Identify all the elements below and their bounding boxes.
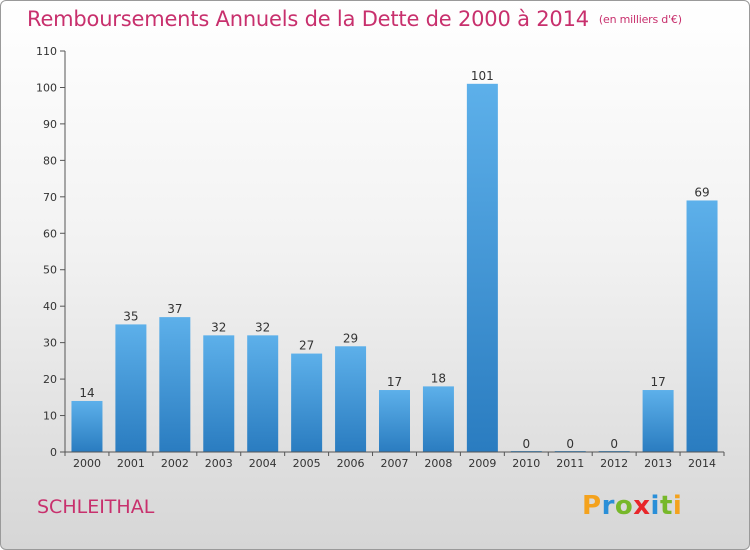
data-label: 18 (431, 371, 446, 385)
data-label: 17 (387, 375, 402, 389)
x-tick-label: 2007 (381, 457, 409, 470)
x-tick-label: 2001 (117, 457, 145, 470)
bar (335, 346, 367, 452)
y-tick-label: 100 (36, 81, 57, 94)
chart-title-text: Remboursements Annuels de la Dette de 20… (27, 7, 589, 31)
x-tick-label: 2004 (249, 457, 277, 470)
place-name: SCHLEITHAL (37, 496, 155, 518)
logo-letter: P (582, 491, 602, 521)
data-label: 69 (694, 185, 709, 199)
bar (466, 83, 498, 453)
logo-letter: t (659, 491, 673, 521)
bar (71, 400, 103, 452)
data-label: 27 (299, 339, 314, 353)
y-tick-label: 90 (43, 118, 57, 131)
proxiti-logo: Proxiti (582, 491, 682, 521)
logo-letter: i (672, 491, 683, 521)
y-tick-label: 50 (43, 264, 57, 277)
bar (686, 200, 718, 452)
logo-letter: x (633, 491, 651, 521)
y-tick-label: 70 (43, 191, 57, 204)
x-tick-label: 2003 (205, 457, 233, 470)
logo-letter: r (601, 491, 615, 521)
data-label: 101 (471, 69, 494, 83)
x-tick-label: 2011 (556, 457, 584, 470)
bar-series: 14 35 37 32 32 27 29 17 18 101 0 0 0 17 69 (71, 69, 718, 453)
data-label: 0 (610, 437, 618, 451)
bar (291, 353, 323, 452)
bar (379, 390, 410, 452)
y-axis: 0 10 20 30 40 50 60 70 80 90 100 110 (36, 45, 66, 459)
bar (159, 317, 191, 452)
data-label: 37 (167, 302, 182, 316)
chart-unit: (en milliers d'€) (598, 13, 682, 26)
y-tick-label: 20 (43, 373, 57, 386)
data-label: 17 (650, 375, 665, 389)
logo-letter: i (650, 491, 660, 521)
logo-letter: o (614, 491, 634, 521)
x-tick-label: 2012 (600, 457, 628, 470)
data-label: 14 (79, 386, 94, 400)
data-label: 35 (123, 309, 138, 323)
data-label: 32 (211, 320, 226, 334)
y-tick-label: 30 (43, 337, 57, 350)
bar (642, 390, 674, 452)
y-tick-label: 40 (43, 300, 57, 313)
x-tick-label: 2005 (293, 457, 321, 470)
y-tick-label: 60 (43, 227, 57, 240)
x-tick-label: 2009 (468, 457, 496, 470)
data-label: 0 (566, 437, 574, 451)
x-tick-label: 2006 (337, 457, 365, 470)
bar (203, 335, 235, 452)
x-tick-label: 2013 (644, 457, 672, 470)
x-tick-label: 2008 (424, 457, 452, 470)
x-tick-label: 2000 (73, 457, 101, 470)
data-label: 32 (255, 320, 270, 334)
data-label: 0 (522, 437, 530, 451)
data-label: 29 (343, 331, 358, 345)
x-tick-label: 2014 (688, 457, 716, 470)
x-axis: 2000 2001 2002 2003 2004 2005 2006 2007 2008 2009… (64, 451, 725, 470)
x-tick-label: 2002 (161, 457, 189, 470)
bar (115, 324, 147, 452)
bar (247, 335, 279, 452)
chart-title: Remboursements Annuels de la Dette de 20… (27, 7, 682, 31)
y-tick-label: 110 (36, 45, 57, 58)
y-tick-label: 10 (43, 410, 57, 423)
x-tick-label: 2010 (512, 457, 540, 470)
y-tick-label: 80 (43, 154, 57, 167)
y-tick-label: 0 (50, 446, 57, 459)
bar (422, 386, 454, 452)
